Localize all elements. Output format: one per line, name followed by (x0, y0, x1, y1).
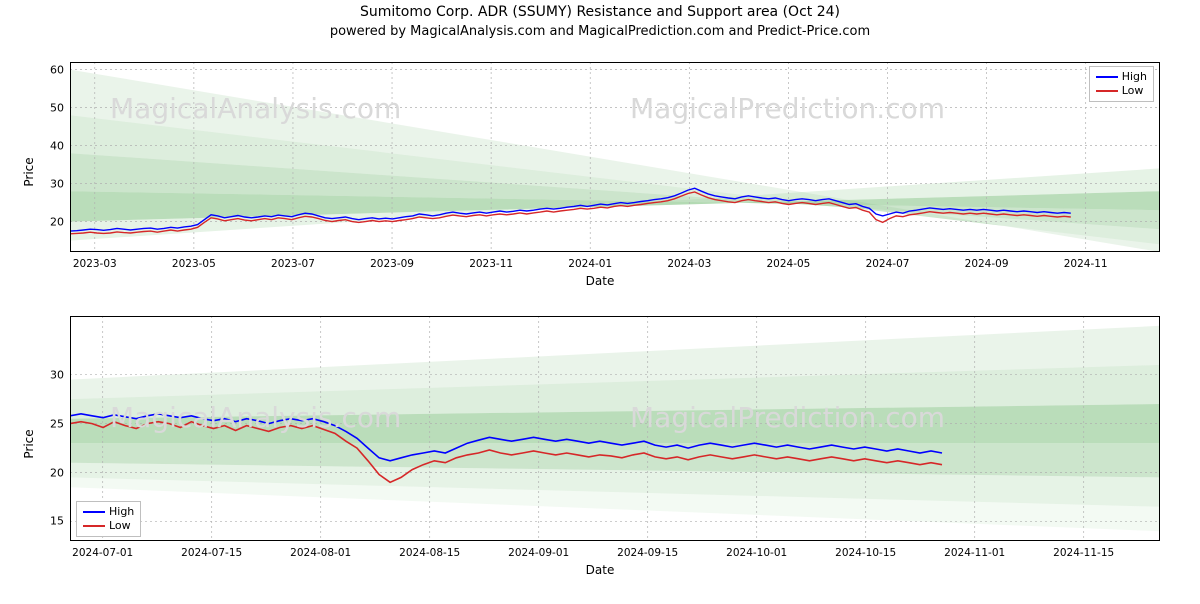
top-chart-panel: 2030405060 2023-032023-052023-072023-092… (70, 62, 1160, 252)
x-tick-label: 2023-09 (370, 252, 414, 270)
x-tick-label: 2024-01 (568, 252, 612, 270)
y-tick-label: 25 (30, 417, 70, 430)
x-tick-label: 2024-08-15 (399, 541, 460, 559)
x-tick-label: 2024-09-01 (508, 541, 569, 559)
y-tick-label: 60 (30, 63, 70, 76)
bottom-chart-legend: High Low (76, 501, 141, 537)
x-tick-label: 2024-10-01 (726, 541, 787, 559)
legend-swatch-low (83, 525, 105, 527)
x-tick-label: 2024-09 (965, 252, 1009, 270)
legend-swatch-high (1096, 76, 1118, 78)
x-axis-label: Date (0, 274, 1200, 288)
x-tick-label: 2024-11 (1064, 252, 1108, 270)
y-tick-label: 30 (30, 368, 70, 381)
top-chart-svg (70, 62, 1160, 252)
x-axis-label: Date (0, 563, 1200, 577)
legend-label-low: Low (109, 519, 131, 533)
x-tick-label: 2024-11-15 (1053, 541, 1114, 559)
x-tick-label: 2023-03 (73, 252, 117, 270)
x-tick-label: 2024-03 (667, 252, 711, 270)
chart-subtitle: powered by MagicalAnalysis.com and Magic… (0, 24, 1200, 39)
y-tick-label: 30 (30, 177, 70, 190)
x-tick-label: 2024-07 (866, 252, 910, 270)
x-tick-label: 2024-08-01 (290, 541, 351, 559)
x-tick-label: 2024-11-01 (944, 541, 1005, 559)
y-tick-label: 40 (30, 139, 70, 152)
x-tick-label: 2024-09-15 (617, 541, 678, 559)
bottom-chart-svg (70, 316, 1160, 541)
legend-swatch-low (1096, 90, 1118, 92)
legend-label-high: High (109, 505, 134, 519)
y-tick-label: 20 (30, 466, 70, 479)
x-tick-label: 2024-10-15 (835, 541, 896, 559)
x-tick-label: 2023-07 (271, 252, 315, 270)
x-tick-label: 2023-11 (469, 252, 513, 270)
chart-title: Sumitomo Corp. ADR (SSUMY) Resistance an… (0, 4, 1200, 20)
x-tick-label: 2024-05 (766, 252, 810, 270)
top-chart-legend: High Low (1089, 66, 1154, 102)
y-axis-label: Price (22, 429, 36, 458)
x-tick-label: 2024-07-01 (72, 541, 133, 559)
legend-label-high: High (1122, 70, 1147, 84)
legend-label-low: Low (1122, 84, 1144, 98)
x-tick-label: 2023-05 (172, 252, 216, 270)
y-axis-label: Price (22, 157, 36, 186)
x-tick-label: 2024-07-15 (181, 541, 242, 559)
bottom-chart-panel: 15202530 2024-07-012024-07-152024-08-012… (70, 316, 1160, 541)
legend-swatch-high (83, 511, 105, 513)
y-tick-label: 20 (30, 215, 70, 228)
y-tick-label: 15 (30, 515, 70, 528)
y-tick-label: 50 (30, 101, 70, 114)
